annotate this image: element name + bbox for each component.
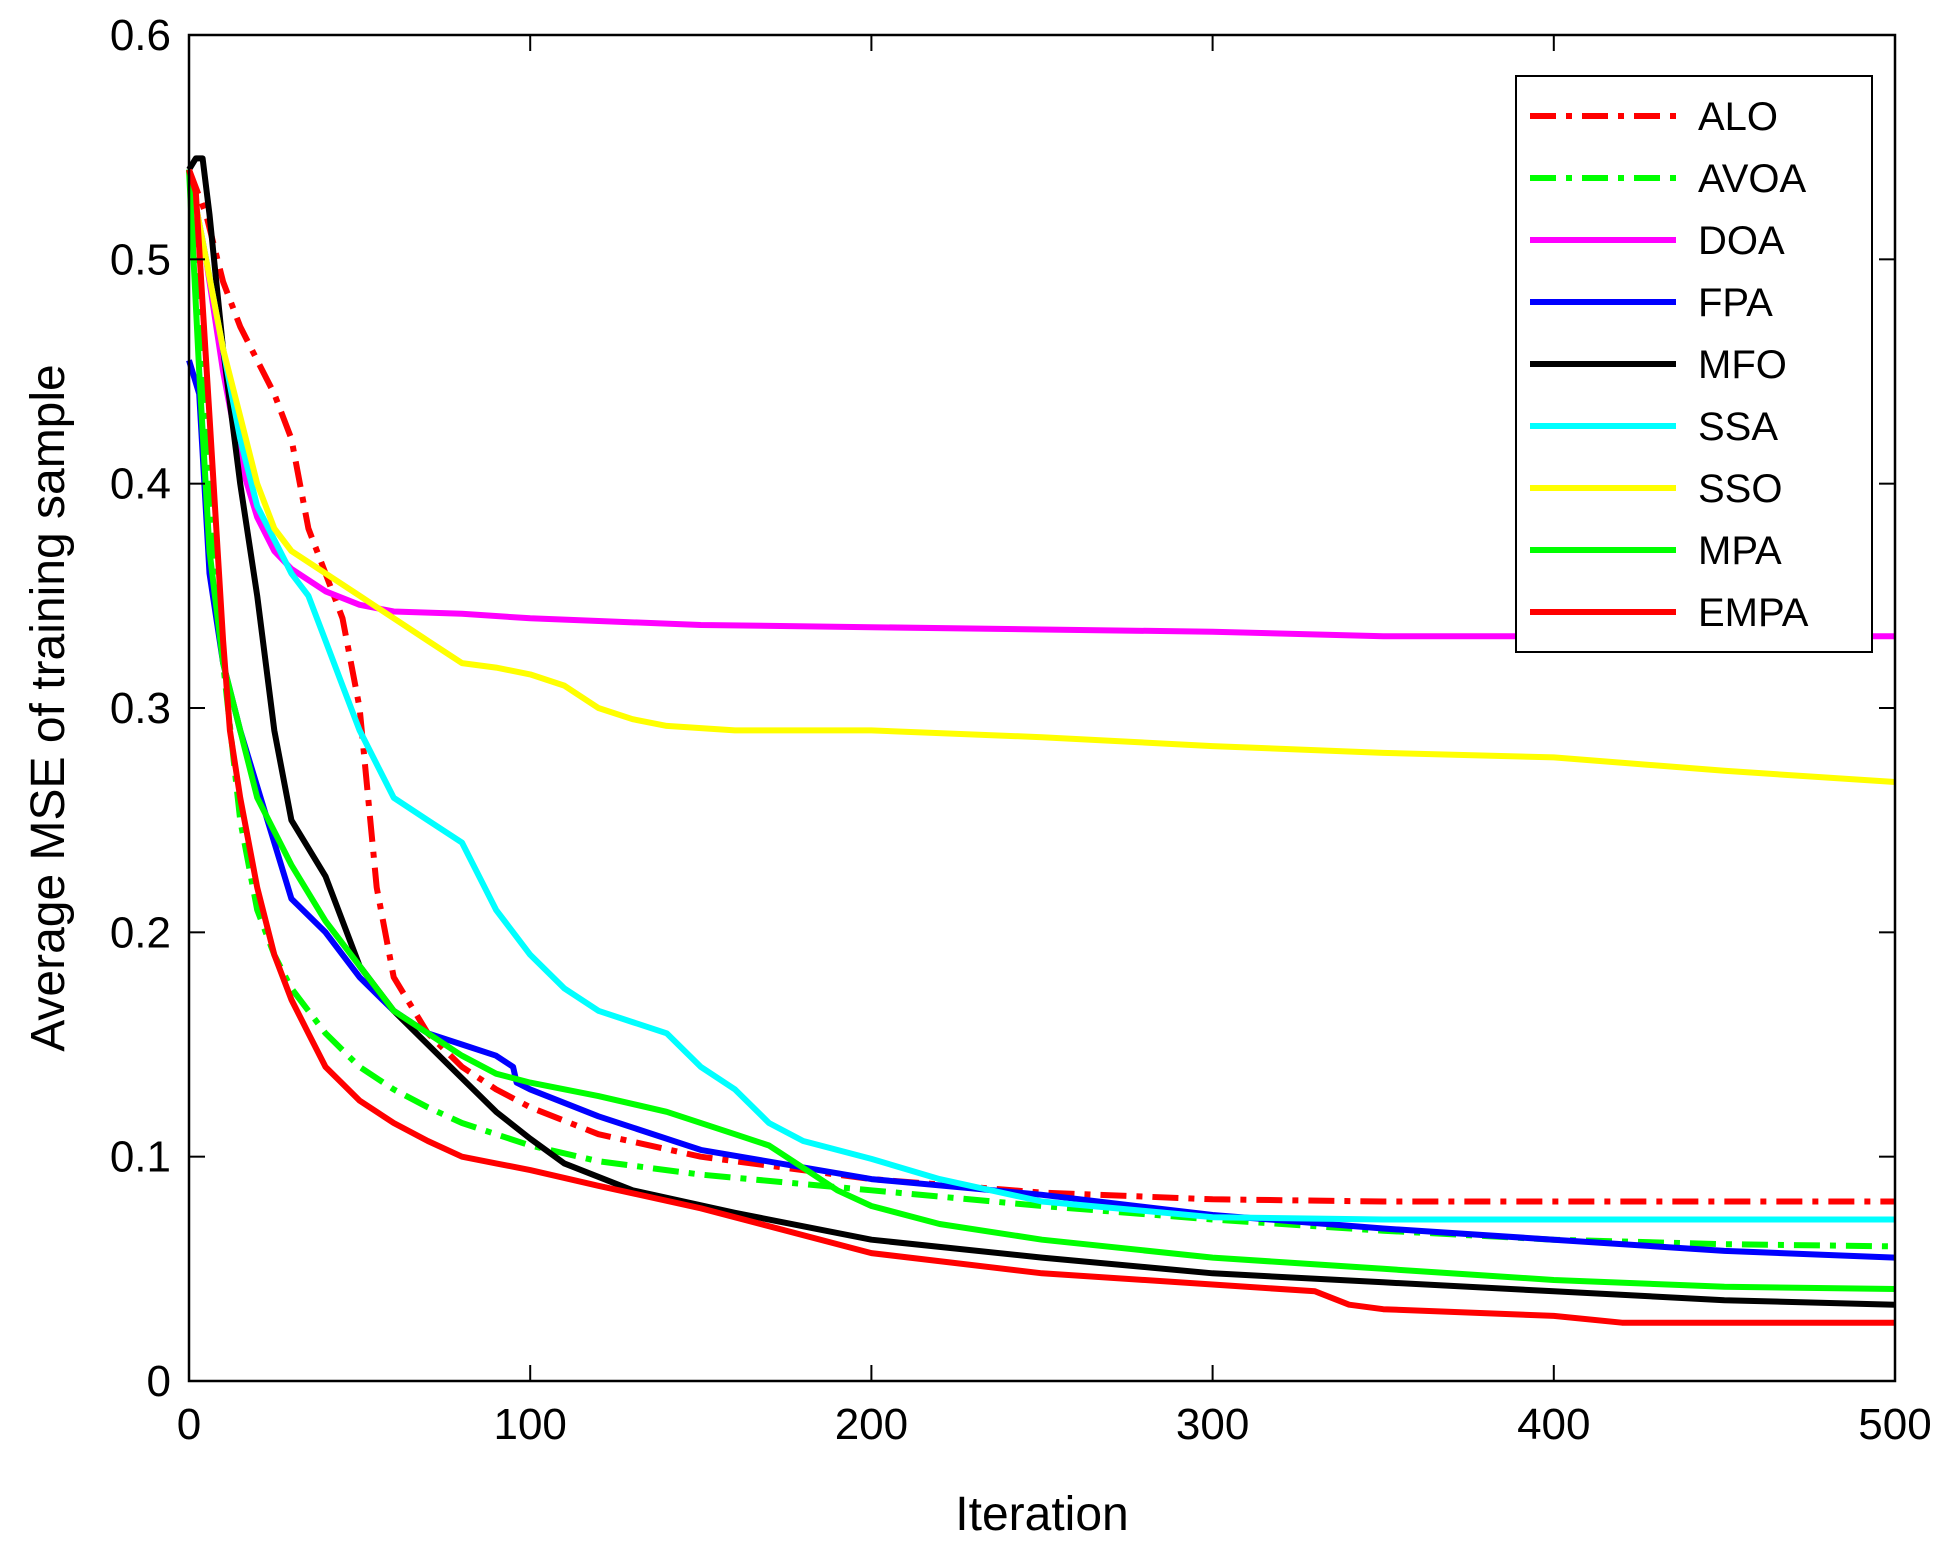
y-tick-label: 0.5 xyxy=(110,235,171,284)
x-tick-label: 300 xyxy=(1176,1400,1249,1449)
series-line-mpa xyxy=(186,169,1896,1292)
series-line-avoa xyxy=(186,169,1896,1250)
legend-label-doa: DOA xyxy=(1698,219,1785,263)
x-tick-label: 0 xyxy=(177,1400,201,1449)
x-tick-label: 500 xyxy=(1858,1400,1931,1449)
series-line-doa xyxy=(186,169,1895,640)
y-tick-label: 0 xyxy=(147,1357,171,1406)
legend-label-ssa: SSA xyxy=(1698,405,1778,449)
series-line-alo xyxy=(186,168,1895,1205)
x-tick-label: 100 xyxy=(493,1400,566,1449)
legend-label-mpa: MPA xyxy=(1698,529,1782,573)
series-layer xyxy=(186,155,1896,1326)
x-tick-label: 400 xyxy=(1517,1400,1590,1449)
series-line-sso xyxy=(186,169,1896,785)
y-tick-label: 0.6 xyxy=(110,11,171,60)
legend: ALO AVOA DOA FPA MFO SSA SSO MPA EMPA xyxy=(1515,75,1873,653)
y-tick-label: 0.2 xyxy=(110,908,171,957)
legend-label-avoa: AVOA xyxy=(1698,157,1807,201)
series-line-ssa xyxy=(186,169,1895,1223)
x-tick-label: 200 xyxy=(835,1400,908,1449)
legend-label-mfo: MFO xyxy=(1698,343,1787,387)
y-tick-label: 0.3 xyxy=(110,684,171,733)
y-tick-label: 0.1 xyxy=(110,1133,171,1182)
legend-label-empa: EMPA xyxy=(1698,591,1809,635)
y-axis-label: Average MSE of training sample xyxy=(22,364,75,1051)
ticks-layer: 0 100 200 300 400 500 0 0.1 0.2 0.3 0.4 0.5 0.6 xyxy=(110,11,1932,1449)
x-axis-label: Iteration xyxy=(955,1488,1128,1541)
legend-label-sso: SSO xyxy=(1698,467,1782,511)
legend-label-alo: ALO xyxy=(1698,95,1778,139)
series-line-empa xyxy=(186,168,1895,1326)
y-tick-label: 0.4 xyxy=(110,460,171,509)
legend-label-fpa: FPA xyxy=(1698,281,1773,325)
